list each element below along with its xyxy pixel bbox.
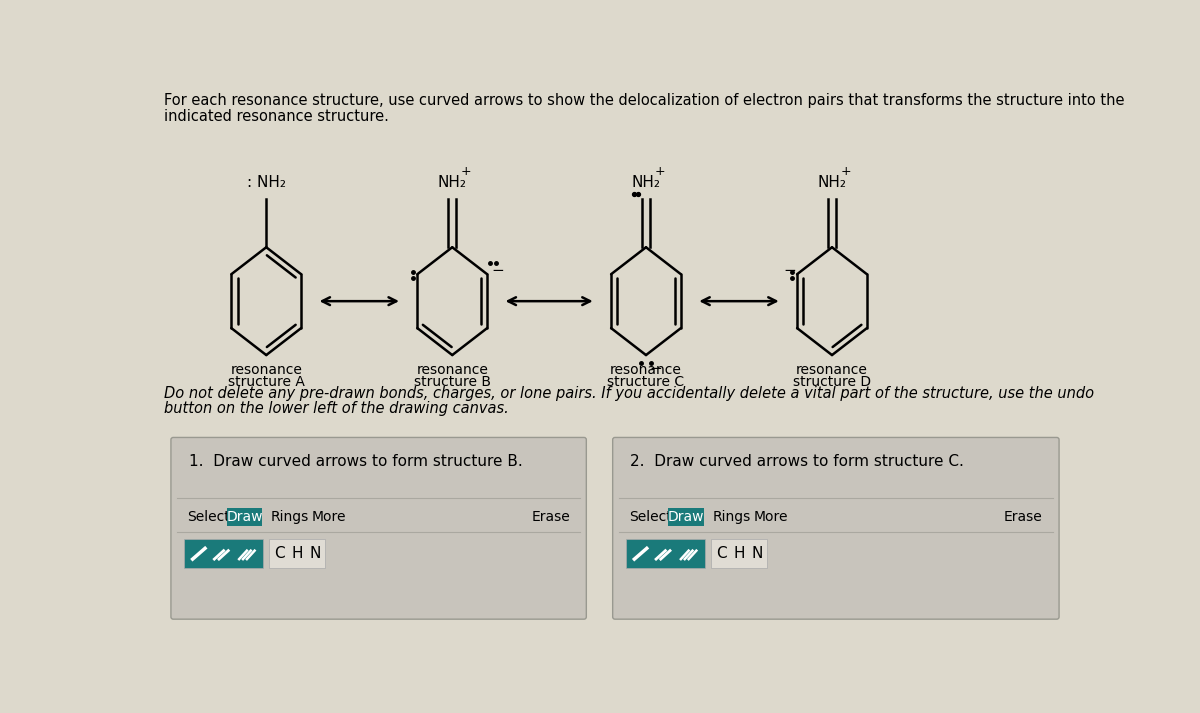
FancyBboxPatch shape — [613, 438, 1060, 619]
Text: structure D: structure D — [793, 375, 871, 389]
Text: Draw: Draw — [227, 510, 263, 524]
Text: H: H — [292, 546, 302, 561]
Text: Rings: Rings — [713, 510, 751, 524]
Text: resonance: resonance — [416, 363, 488, 376]
Text: C: C — [274, 546, 284, 561]
Text: −: − — [784, 263, 796, 278]
FancyBboxPatch shape — [269, 539, 325, 568]
Text: Select: Select — [629, 510, 672, 524]
Text: N: N — [310, 546, 320, 561]
Text: structure B: structure B — [414, 375, 491, 389]
Text: C: C — [716, 546, 726, 561]
Text: structure C: structure C — [607, 375, 684, 389]
Text: Erase: Erase — [532, 510, 570, 524]
Text: resonance: resonance — [796, 363, 868, 376]
Text: resonance: resonance — [230, 363, 302, 376]
Text: −: − — [491, 263, 504, 278]
Text: H: H — [733, 546, 745, 561]
Text: 2.  Draw curved arrows to form structure C.: 2. Draw curved arrows to form structure … — [630, 453, 965, 468]
FancyBboxPatch shape — [626, 539, 704, 568]
Text: Draw: Draw — [668, 510, 704, 524]
Text: +: + — [654, 165, 665, 178]
Text: For each resonance structure, use curved arrows to show the delocalization of el: For each resonance structure, use curved… — [164, 93, 1124, 108]
Text: N: N — [751, 546, 762, 561]
Text: indicated resonance structure.: indicated resonance structure. — [164, 108, 389, 123]
Text: Select: Select — [187, 510, 230, 524]
Text: resonance: resonance — [610, 363, 682, 376]
Text: NH₂: NH₂ — [631, 175, 660, 190]
Text: button on the lower left of the drawing canvas.: button on the lower left of the drawing … — [164, 401, 509, 416]
Text: NH₂: NH₂ — [817, 175, 846, 190]
Text: structure A: structure A — [228, 375, 305, 389]
FancyBboxPatch shape — [227, 508, 263, 526]
FancyBboxPatch shape — [668, 508, 704, 526]
FancyBboxPatch shape — [184, 539, 263, 568]
Text: −: − — [650, 361, 662, 376]
Text: +: + — [840, 165, 851, 178]
FancyBboxPatch shape — [712, 539, 767, 568]
Text: 1.  Draw curved arrows to form structure B.: 1. Draw curved arrows to form structure … — [188, 453, 522, 468]
Text: More: More — [754, 510, 788, 524]
Text: Rings: Rings — [271, 510, 310, 524]
Text: Erase: Erase — [1004, 510, 1043, 524]
Text: More: More — [312, 510, 347, 524]
Text: : NH₂: : NH₂ — [247, 175, 286, 190]
FancyBboxPatch shape — [170, 438, 587, 619]
Text: Do not delete any pre-drawn bonds, charges, or lone pairs. If you accidentally d: Do not delete any pre-drawn bonds, charg… — [164, 386, 1094, 401]
Text: +: + — [461, 165, 472, 178]
Text: NH₂: NH₂ — [438, 175, 467, 190]
